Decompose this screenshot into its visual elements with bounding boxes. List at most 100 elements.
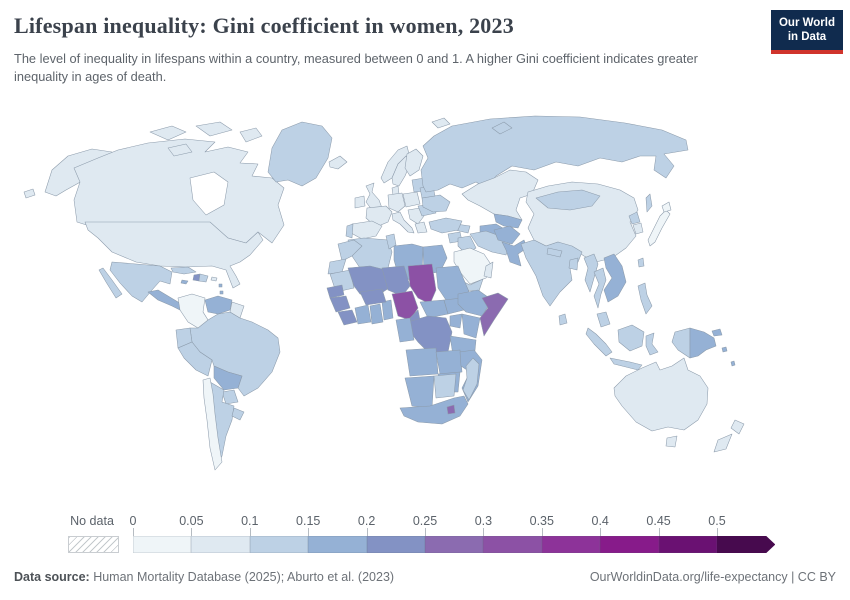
country-aleutian-island[interactable] bbox=[23, 188, 36, 199]
country-philippines[interactable] bbox=[637, 282, 653, 315]
country-spain[interactable] bbox=[350, 220, 383, 240]
country-lesser-antilles[interactable] bbox=[219, 290, 224, 295]
country-mongolia[interactable] bbox=[535, 189, 601, 211]
country-turkey[interactable] bbox=[428, 217, 463, 234]
country-jamaica[interactable] bbox=[180, 279, 189, 285]
country-australia-tasmania[interactable] bbox=[665, 435, 678, 448]
country-taiwan[interactable] bbox=[637, 257, 645, 268]
legend-bin-0.35[interactable] bbox=[541, 536, 601, 553]
country-ireland[interactable] bbox=[354, 195, 366, 209]
country-somalia[interactable] bbox=[479, 292, 509, 337]
country-ukraine[interactable] bbox=[421, 194, 451, 213]
country-balkans[interactable] bbox=[407, 207, 425, 225]
country-kenya[interactable] bbox=[461, 313, 481, 339]
country-congo-gabon[interactable] bbox=[395, 317, 415, 343]
country-malaysia[interactable] bbox=[596, 311, 611, 328]
country-thailand[interactable] bbox=[593, 267, 607, 309]
country-south-korea[interactable] bbox=[632, 222, 644, 235]
country-indonesia-sulawesi[interactable] bbox=[645, 332, 659, 356]
country-namibia[interactable] bbox=[404, 375, 435, 409]
country-niger[interactable] bbox=[381, 265, 411, 297]
country-united-kingdom[interactable] bbox=[365, 182, 383, 211]
country-cuba[interactable] bbox=[170, 266, 197, 275]
country-sierra-leone-liberia[interactable] bbox=[337, 309, 358, 326]
legend-bin-0.15[interactable] bbox=[308, 536, 367, 553]
country-poland[interactable] bbox=[402, 191, 421, 208]
country-united-states[interactable] bbox=[84, 221, 264, 289]
country-kazakhstan[interactable] bbox=[461, 169, 539, 221]
country-bangladesh[interactable] bbox=[568, 257, 579, 271]
country-guyanas[interactable] bbox=[229, 301, 245, 319]
country-uruguay[interactable] bbox=[231, 407, 245, 421]
country-nepal[interactable] bbox=[546, 247, 563, 258]
legend-color-scale[interactable] bbox=[133, 536, 775, 553]
country-north-korea[interactable] bbox=[628, 211, 641, 225]
country-venezuela[interactable] bbox=[204, 295, 233, 315]
country-mexico[interactable] bbox=[109, 261, 173, 303]
country-morocco[interactable] bbox=[337, 239, 363, 262]
country-myanmar[interactable] bbox=[583, 253, 599, 293]
legend-bin-0.5[interactable] bbox=[717, 536, 775, 553]
country-japan[interactable] bbox=[647, 209, 671, 247]
country-russia[interactable] bbox=[420, 115, 689, 193]
country-peru[interactable] bbox=[177, 341, 213, 377]
country-greece[interactable] bbox=[414, 221, 428, 234]
country-sri-lanka[interactable] bbox=[558, 313, 568, 326]
country-lesotho[interactable] bbox=[446, 404, 456, 415]
country-togo-benin[interactable] bbox=[381, 299, 394, 321]
country-puerto-rico[interactable] bbox=[210, 276, 218, 282]
country-portugal[interactable] bbox=[345, 223, 354, 239]
country-russia-novaya-zemlya[interactable] bbox=[491, 121, 513, 135]
owid-url-license[interactable]: OurWorldinData.org/life-expectancy | CC … bbox=[589, 570, 836, 584]
legend-bin-0.2[interactable] bbox=[366, 536, 425, 553]
country-indonesia-sumatra[interactable] bbox=[585, 327, 613, 357]
country-canada-arctic-island[interactable] bbox=[167, 143, 193, 157]
country-chile[interactable] bbox=[202, 377, 223, 471]
country-italy[interactable] bbox=[391, 211, 415, 234]
country-vanuatu[interactable] bbox=[730, 360, 736, 367]
country-japan-hokkaido[interactable] bbox=[661, 201, 672, 213]
country-pakistan[interactable] bbox=[501, 239, 528, 267]
country-colombia[interactable] bbox=[177, 293, 209, 329]
country-ivory-coast[interactable] bbox=[354, 304, 372, 325]
country-lesser-antilles[interactable] bbox=[218, 283, 223, 288]
country-indonesia-java[interactable] bbox=[609, 357, 643, 371]
legend-bin-0.3[interactable] bbox=[483, 536, 542, 553]
country-zambia[interactable] bbox=[435, 349, 463, 375]
country-solomon-islands[interactable] bbox=[721, 346, 728, 353]
country-central-african-republic[interactable] bbox=[419, 299, 449, 319]
country-bolivia[interactable] bbox=[213, 365, 243, 391]
country-new-zealand-south[interactable] bbox=[713, 433, 733, 453]
country-oman[interactable] bbox=[483, 261, 494, 279]
country-paraguay[interactable] bbox=[221, 389, 239, 405]
country-senegal[interactable] bbox=[326, 284, 345, 299]
no-data-swatch[interactable] bbox=[68, 536, 119, 553]
country-south-africa[interactable] bbox=[399, 395, 469, 425]
country-png-islands[interactable] bbox=[711, 328, 723, 337]
country-greenland[interactable] bbox=[267, 121, 333, 187]
legend-bin-0.4[interactable] bbox=[600, 536, 659, 553]
country-botswana[interactable] bbox=[433, 373, 457, 399]
country-australia[interactable] bbox=[613, 357, 709, 432]
country-madagascar[interactable] bbox=[462, 357, 480, 401]
country-vietnam-laos-cambodia[interactable] bbox=[603, 253, 627, 303]
country-afghanistan[interactable] bbox=[493, 225, 521, 245]
legend-bin-0.45[interactable] bbox=[658, 536, 717, 553]
country-ghana[interactable] bbox=[369, 303, 384, 325]
legend-bin-0[interactable] bbox=[133, 536, 192, 553]
country-new-zealand-north[interactable] bbox=[730, 419, 745, 435]
country-svalbard[interactable] bbox=[431, 117, 451, 129]
country-germany[interactable] bbox=[387, 192, 406, 213]
country-iceland[interactable] bbox=[328, 155, 348, 170]
country-canada-arctic-island[interactable] bbox=[149, 125, 187, 141]
owid-logo[interactable]: Our World in Data bbox=[771, 10, 843, 54]
country-mexico-baja[interactable] bbox=[98, 267, 123, 299]
country-saudi-arabia[interactable] bbox=[453, 247, 493, 285]
country-finland[interactable] bbox=[404, 148, 424, 177]
country-burkina-faso[interactable] bbox=[359, 288, 387, 306]
legend-bin-0.25[interactable] bbox=[424, 536, 484, 553]
country-russia-sakhalin[interactable] bbox=[645, 193, 653, 213]
country-borneo[interactable] bbox=[617, 324, 645, 352]
country-tunisia[interactable] bbox=[385, 233, 397, 250]
country-dominican-republic[interactable] bbox=[198, 273, 209, 283]
